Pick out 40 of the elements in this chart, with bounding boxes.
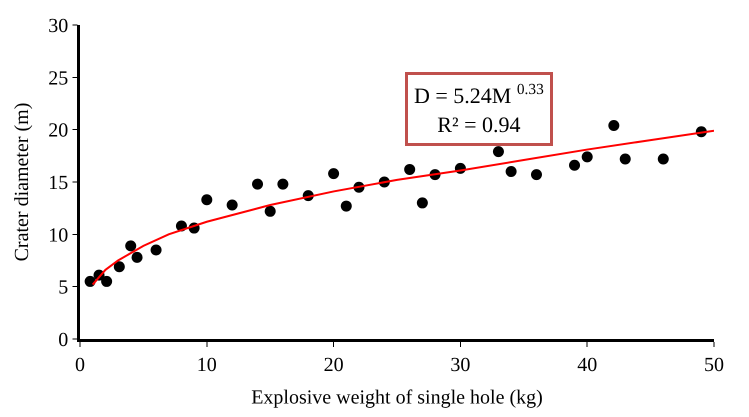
point bbox=[328, 168, 340, 180]
x-tick-label: 20 bbox=[324, 354, 344, 376]
x-axis-title: Explosive weight of single hole (kg) bbox=[251, 386, 543, 408]
annotation: R² = 0.94 bbox=[437, 112, 520, 137]
point bbox=[658, 153, 669, 164]
y-tick-label: 20 bbox=[48, 120, 68, 142]
y-tick-label: 30 bbox=[48, 15, 68, 37]
y-tick-label: 10 bbox=[48, 224, 68, 246]
point bbox=[492, 146, 504, 158]
point bbox=[84, 276, 96, 287]
point bbox=[569, 160, 580, 171]
point bbox=[132, 252, 143, 263]
y-tick-label: 0 bbox=[58, 329, 68, 351]
y-axis-title: Crater diameter (m) bbox=[10, 102, 33, 262]
point bbox=[277, 178, 288, 190]
point bbox=[252, 178, 264, 190]
point bbox=[114, 261, 125, 272]
x-tick-label: 40 bbox=[577, 354, 598, 376]
point bbox=[506, 166, 517, 178]
x-tick-label: 0 bbox=[75, 354, 85, 376]
y-tick-label: 5 bbox=[58, 276, 68, 299]
annotation: D = 5.24M $^{0.33}$ bbox=[414, 81, 544, 108]
point bbox=[201, 194, 212, 206]
point bbox=[620, 153, 631, 164]
point bbox=[404, 164, 416, 175]
x-tick-label: 30 bbox=[450, 354, 470, 376]
point bbox=[340, 200, 352, 212]
point bbox=[150, 244, 162, 256]
y-tick-label: 15 bbox=[48, 172, 68, 194]
point bbox=[125, 240, 136, 252]
point bbox=[582, 151, 593, 162]
point bbox=[226, 200, 238, 211]
point bbox=[416, 197, 428, 208]
x-tick-label: 10 bbox=[196, 354, 217, 376]
point bbox=[264, 206, 276, 217]
point bbox=[530, 169, 542, 180]
point bbox=[101, 276, 112, 287]
x-tick-label: 50 bbox=[704, 354, 724, 376]
point bbox=[608, 120, 620, 131]
y-tick-label: 25 bbox=[48, 67, 68, 90]
